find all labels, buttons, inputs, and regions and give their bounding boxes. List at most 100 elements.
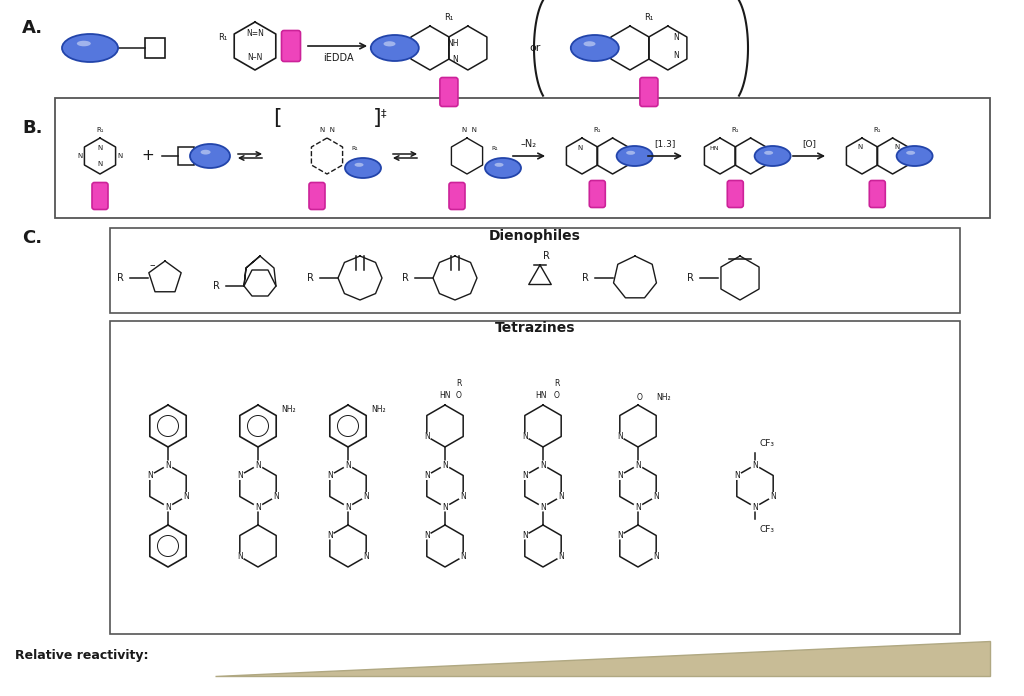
Ellipse shape bbox=[384, 41, 395, 47]
Text: N: N bbox=[452, 56, 458, 65]
Ellipse shape bbox=[459, 553, 468, 560]
Text: N: N bbox=[616, 471, 623, 480]
Ellipse shape bbox=[253, 503, 263, 512]
FancyBboxPatch shape bbox=[727, 180, 743, 207]
Bar bbox=[55, 98, 990, 218]
Text: N: N bbox=[770, 492, 776, 501]
Text: CF₃: CF₃ bbox=[759, 525, 774, 534]
Bar bbox=[110, 228, 961, 313]
Ellipse shape bbox=[538, 461, 548, 470]
Text: N: N bbox=[146, 471, 153, 480]
Polygon shape bbox=[215, 641, 990, 676]
Text: N: N bbox=[558, 552, 564, 561]
Ellipse shape bbox=[345, 158, 381, 178]
Text: N: N bbox=[345, 503, 351, 512]
Text: N: N bbox=[237, 552, 243, 561]
Text: N: N bbox=[616, 432, 623, 441]
Text: ‡: ‡ bbox=[380, 108, 386, 118]
Text: or: or bbox=[529, 43, 541, 53]
Text: O: O bbox=[637, 393, 643, 402]
Ellipse shape bbox=[271, 492, 282, 501]
FancyBboxPatch shape bbox=[309, 182, 325, 209]
Ellipse shape bbox=[354, 163, 364, 167]
Text: NH₂: NH₂ bbox=[656, 393, 671, 402]
Text: N: N bbox=[165, 503, 171, 512]
Text: –: – bbox=[150, 260, 155, 270]
Text: N: N bbox=[752, 503, 758, 512]
Text: O: O bbox=[456, 390, 462, 400]
Ellipse shape bbox=[163, 503, 173, 512]
Text: N: N bbox=[165, 461, 171, 470]
Ellipse shape bbox=[485, 158, 521, 178]
Ellipse shape bbox=[615, 432, 625, 441]
Text: N  N: N N bbox=[462, 127, 476, 133]
Text: N: N bbox=[522, 432, 527, 441]
Ellipse shape bbox=[343, 503, 353, 512]
Ellipse shape bbox=[144, 471, 155, 480]
FancyBboxPatch shape bbox=[449, 182, 465, 209]
Text: R: R bbox=[117, 273, 124, 283]
Ellipse shape bbox=[520, 432, 529, 441]
Ellipse shape bbox=[201, 150, 211, 155]
Ellipse shape bbox=[343, 461, 353, 470]
FancyBboxPatch shape bbox=[869, 180, 886, 207]
Bar bbox=[110, 321, 961, 634]
Text: N: N bbox=[97, 145, 102, 151]
Text: N: N bbox=[273, 492, 280, 501]
Text: R: R bbox=[582, 273, 589, 283]
Text: R₁: R₁ bbox=[218, 33, 227, 42]
Text: N: N bbox=[327, 531, 333, 540]
Text: N: N bbox=[558, 492, 564, 501]
Ellipse shape bbox=[62, 34, 118, 62]
Text: N: N bbox=[673, 52, 679, 61]
Ellipse shape bbox=[253, 461, 263, 470]
FancyBboxPatch shape bbox=[440, 77, 458, 106]
Text: R₁: R₁ bbox=[492, 145, 499, 150]
Text: N: N bbox=[364, 492, 369, 501]
FancyBboxPatch shape bbox=[282, 31, 300, 61]
Text: CF₃: CF₃ bbox=[759, 438, 774, 448]
Text: N: N bbox=[364, 552, 369, 561]
Ellipse shape bbox=[520, 532, 529, 539]
Ellipse shape bbox=[633, 461, 643, 470]
Ellipse shape bbox=[236, 553, 245, 560]
Text: N: N bbox=[424, 432, 430, 441]
Ellipse shape bbox=[495, 163, 504, 167]
Ellipse shape bbox=[538, 503, 548, 512]
Ellipse shape bbox=[750, 461, 760, 470]
Ellipse shape bbox=[326, 532, 334, 539]
Ellipse shape bbox=[361, 492, 371, 501]
Text: –N₂: –N₂ bbox=[521, 139, 537, 149]
Text: ]: ] bbox=[373, 108, 381, 128]
Text: Tetrazines: Tetrazines bbox=[495, 321, 575, 335]
Ellipse shape bbox=[325, 471, 335, 480]
Text: N: N bbox=[540, 461, 546, 470]
Text: Dienophiles: Dienophiles bbox=[489, 229, 581, 243]
Ellipse shape bbox=[616, 146, 652, 166]
Ellipse shape bbox=[626, 151, 635, 155]
Ellipse shape bbox=[181, 492, 191, 501]
Text: R: R bbox=[401, 273, 409, 283]
Text: N: N bbox=[327, 471, 333, 480]
Ellipse shape bbox=[764, 151, 773, 155]
Ellipse shape bbox=[520, 471, 529, 480]
Text: N: N bbox=[857, 144, 862, 150]
Ellipse shape bbox=[557, 553, 565, 560]
Ellipse shape bbox=[897, 146, 933, 166]
Ellipse shape bbox=[458, 492, 468, 501]
Text: N=N: N=N bbox=[246, 29, 264, 38]
Ellipse shape bbox=[584, 41, 596, 47]
Ellipse shape bbox=[440, 461, 450, 470]
Ellipse shape bbox=[556, 492, 566, 501]
Text: N: N bbox=[635, 503, 641, 512]
Text: N: N bbox=[78, 153, 83, 159]
Ellipse shape bbox=[633, 503, 643, 512]
Text: N: N bbox=[894, 144, 899, 150]
Text: N: N bbox=[522, 471, 527, 480]
Text: N: N bbox=[540, 503, 546, 512]
Ellipse shape bbox=[570, 35, 618, 61]
Text: +: + bbox=[141, 148, 155, 164]
Ellipse shape bbox=[732, 471, 741, 480]
Text: N: N bbox=[424, 471, 430, 480]
Text: NH₂: NH₂ bbox=[371, 404, 386, 413]
